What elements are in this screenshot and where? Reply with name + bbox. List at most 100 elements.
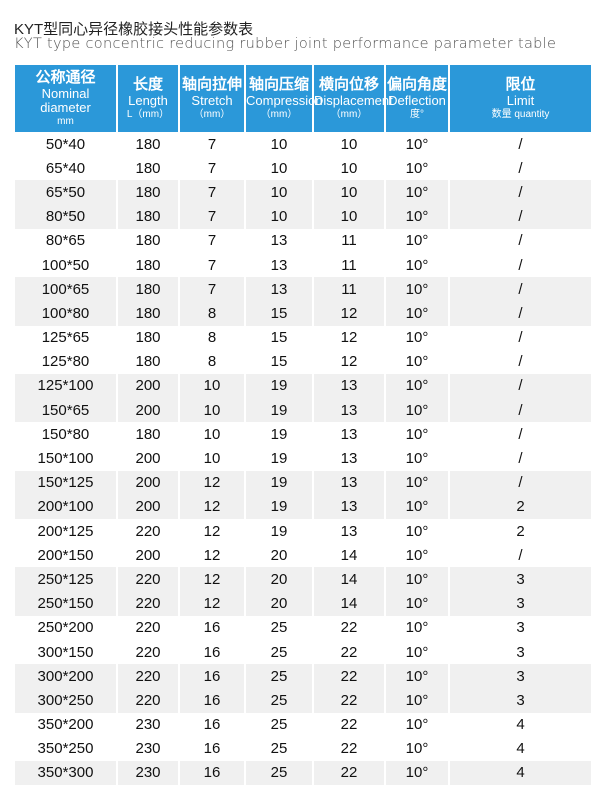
- table-cell: 19: [246, 398, 312, 423]
- table-cell: /: [518, 159, 523, 177]
- table-cell: 20: [246, 567, 312, 592]
- table-cell: 25: [270, 716, 288, 734]
- table-cell: 19: [246, 373, 312, 399]
- table-cell: 200*100: [15, 494, 116, 519]
- column-header-unit: （mm）: [193, 108, 231, 120]
- table-row: 200*100 200 12 19 13 10° 2: [15, 494, 591, 519]
- table-cell: 19: [246, 494, 312, 519]
- table-cell: 22: [340, 716, 358, 734]
- table-cell: 350*250: [37, 740, 94, 758]
- table-row: 100*80 180 8 15 12 10° /: [15, 301, 591, 326]
- table-cell: 10: [203, 425, 221, 443]
- table-cell: 65*50: [15, 180, 116, 205]
- table-row: 250*150 220 12 20 14 10° 3: [15, 591, 591, 616]
- table-cell: 250*125: [15, 567, 116, 592]
- table-cell: 230: [118, 760, 178, 786]
- table-cell: 10°: [386, 204, 448, 229]
- table-cell: 10°: [386, 591, 448, 616]
- table-cell: 14: [314, 567, 384, 592]
- table-cell: 3: [450, 688, 591, 713]
- table-cell: 12: [180, 567, 244, 592]
- column-header-unit: （mm）: [260, 108, 298, 120]
- table-cell: 13: [246, 277, 312, 302]
- column-header-cn: 横向位移: [318, 75, 379, 93]
- table-cell: 11: [341, 256, 357, 274]
- column-header-unit: （mm）: [330, 108, 368, 120]
- column-header-unit: mm: [57, 115, 74, 127]
- table-row: 150*65 200 10 19 13 10° /: [15, 398, 591, 423]
- table-row: 150*80 180 10 19 13 10° /: [15, 422, 591, 446]
- table-cell: 10°: [386, 180, 448, 205]
- table-cell: 16: [180, 760, 244, 786]
- table-cell: 10°: [405, 546, 429, 564]
- table-cell: /: [518, 232, 523, 250]
- table-cell: 19: [270, 425, 288, 443]
- table-cell: 10°: [405, 159, 429, 177]
- table-cell: 16: [180, 664, 244, 689]
- table-cell: 10°: [405, 522, 429, 540]
- table-row: 300*150 220 16 25 22 10° 3: [15, 640, 591, 664]
- table-cell: 10: [203, 450, 221, 468]
- table-cell: 22: [340, 643, 358, 661]
- table-cell: 125*80: [41, 353, 90, 371]
- table-cell: 4: [516, 740, 525, 758]
- table-row: 250*200 220 16 25 22 10° 3: [15, 616, 591, 640]
- table-cell: /: [450, 398, 591, 423]
- table-cell: 16: [203, 716, 221, 734]
- table-cell: 2: [450, 494, 591, 519]
- table-cell: 19: [270, 522, 288, 540]
- table-cell: 180: [135, 353, 161, 371]
- table-cell: 10°: [405, 425, 429, 443]
- table-cell: 7: [180, 204, 244, 229]
- table-cell: 22: [340, 619, 358, 637]
- table-cell: 22: [340, 740, 358, 758]
- table-cell: 180: [135, 159, 161, 177]
- table-cell: 220: [118, 688, 178, 713]
- table-row: 150*100 200 10 19 13 10° /: [15, 446, 591, 470]
- table-cell: 230: [135, 716, 161, 734]
- table-cell: 4: [516, 716, 525, 734]
- table-cell: 10: [340, 159, 358, 177]
- table-cell: 10°: [386, 398, 448, 423]
- table-cell: 150*100: [37, 450, 94, 468]
- table-cell: 8: [207, 329, 217, 347]
- column-header-en: Compression: [246, 93, 323, 109]
- title-chinese: KYT型同心异径橡胶接头性能参数表: [14, 21, 254, 38]
- table-cell: 200*150: [37, 546, 94, 564]
- table-cell: 16: [180, 688, 244, 713]
- table-cell: /: [518, 425, 523, 443]
- table-cell: 16: [203, 619, 221, 637]
- table-cell: 10: [340, 135, 358, 153]
- table-cell: 13: [270, 232, 288, 250]
- table-cell: /: [518, 135, 523, 153]
- table-cell: 350*300: [15, 760, 116, 786]
- table-cell: 10°: [386, 470, 448, 495]
- table-cell: 125*65: [41, 329, 90, 347]
- table-cell: 25: [246, 688, 312, 713]
- column-header: 轴向拉伸 Stretch （mm）: [180, 65, 244, 132]
- table-cell: 3: [450, 567, 591, 592]
- table-cell: 8: [207, 353, 217, 371]
- table-cell: 350*200: [37, 716, 94, 734]
- table-cell: 22: [314, 664, 384, 689]
- table-cell: 100*50: [41, 256, 90, 274]
- table-cell: 150*125: [15, 470, 116, 495]
- table-cell: 8: [180, 301, 244, 326]
- table-cell: 20: [270, 546, 288, 564]
- table-row: 300*200 220 16 25 22 10° 3: [15, 664, 591, 689]
- table-cell: /: [518, 256, 523, 274]
- table-cell: 16: [203, 643, 221, 661]
- table-row: 125*100 200 10 19 13 10° /: [15, 373, 591, 399]
- table-row: 300*250 220 16 25 22 10° 3: [15, 688, 591, 713]
- table-cell: 10°: [386, 301, 448, 326]
- table-cell: 12: [180, 494, 244, 519]
- table-cell: /: [450, 180, 591, 205]
- table-cell: 220: [135, 619, 161, 637]
- column-header-cn: 轴向拉伸: [181, 75, 242, 93]
- column-header-en: Nominal diameter: [40, 86, 91, 116]
- column-header-unit: 数量 quantity: [491, 108, 550, 120]
- table-cell: 10: [270, 159, 288, 177]
- table-cell: 100*80: [15, 301, 116, 326]
- table-cell: 100*65: [15, 277, 116, 302]
- table-cell: 220: [135, 643, 161, 661]
